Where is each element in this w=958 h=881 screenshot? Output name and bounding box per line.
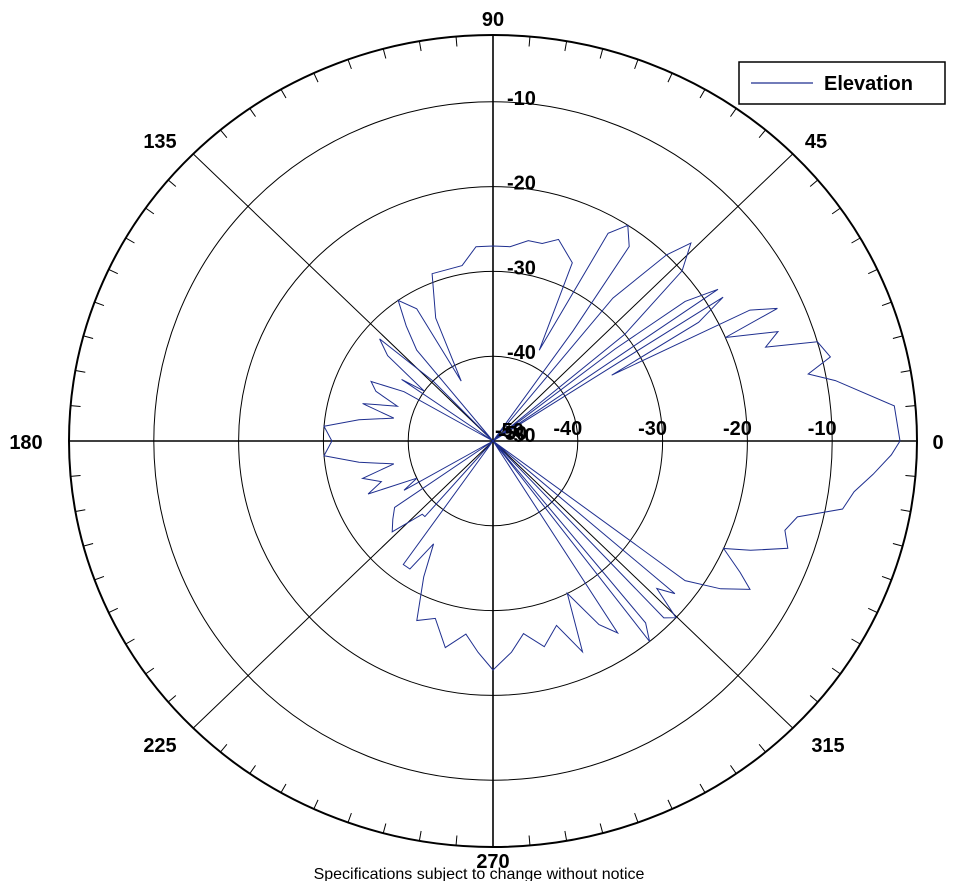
edge-tick bbox=[280, 89, 287, 99]
angle-label: 180 bbox=[9, 432, 42, 454]
edge-tick bbox=[382, 823, 387, 834]
edge-tick bbox=[599, 48, 604, 59]
edge-tick bbox=[851, 237, 861, 244]
edge-tick bbox=[70, 475, 81, 477]
edge-tick bbox=[347, 59, 352, 70]
angle-label: 135 bbox=[143, 131, 176, 153]
grid-spoke bbox=[192, 440, 494, 729]
edge-tick bbox=[905, 475, 916, 477]
edge-tick bbox=[599, 823, 604, 834]
edge-tick bbox=[758, 129, 766, 138]
grid-spoke bbox=[192, 153, 494, 442]
edge-tick bbox=[900, 370, 911, 373]
caption: Specifications subject to change without… bbox=[313, 866, 645, 881]
edge-tick bbox=[699, 89, 706, 99]
edge-tick bbox=[831, 667, 841, 675]
series-line-elevation bbox=[323, 224, 901, 671]
edge-tick bbox=[83, 335, 94, 339]
radial-label-vertical: -20 bbox=[507, 173, 536, 195]
radial-label-horizontal: -10 bbox=[808, 418, 837, 440]
edge-tick bbox=[892, 335, 903, 339]
edge-tick bbox=[892, 543, 903, 547]
legend: Elevation bbox=[738, 61, 946, 105]
radial-label-vertical: -40 bbox=[507, 342, 536, 364]
edge-tick bbox=[125, 638, 135, 645]
radial-label-center: -50 bbox=[507, 425, 536, 447]
grid-spoke bbox=[492, 153, 794, 442]
edge-tick bbox=[313, 799, 319, 810]
angle-label: 0 bbox=[932, 432, 943, 454]
series-layer bbox=[323, 224, 901, 671]
radial-label-vertical: -50 bbox=[495, 420, 524, 442]
polar-grid bbox=[68, 34, 918, 848]
edge-tick bbox=[108, 268, 118, 275]
edge-tick bbox=[634, 812, 639, 823]
radial-label-horizontal: -20 bbox=[723, 418, 752, 440]
radial-label-horizontal: -40 bbox=[553, 418, 582, 440]
angle-label: 270 bbox=[476, 851, 509, 873]
edge-tick bbox=[94, 301, 105, 307]
edge-tick bbox=[634, 59, 639, 70]
edge-tick bbox=[730, 765, 737, 774]
edge-tick bbox=[167, 695, 177, 703]
edge-tick bbox=[667, 799, 673, 810]
edge-tick bbox=[280, 783, 287, 793]
edge-tick bbox=[881, 301, 892, 307]
edge-tick bbox=[167, 179, 177, 187]
edge-tick bbox=[809, 695, 819, 703]
edge-tick bbox=[868, 607, 878, 614]
edge-tick bbox=[220, 744, 228, 753]
edge-tick bbox=[900, 509, 911, 512]
edge-tick bbox=[347, 812, 352, 823]
tick-labels: 0 45 90 135 180 225 270 315 -10 -20 -30 -40 -50 -10 -2… bbox=[9, 9, 943, 873]
edge-tick bbox=[249, 765, 256, 774]
edge-tick bbox=[313, 72, 319, 83]
edge-tick bbox=[905, 405, 916, 407]
edge-tick bbox=[528, 835, 531, 846]
edge-tick bbox=[564, 830, 568, 841]
edge-tick bbox=[831, 207, 841, 215]
edge-tick bbox=[418, 830, 422, 841]
angle-label: 90 bbox=[482, 9, 504, 31]
edge-tick bbox=[75, 509, 86, 512]
edge-tick bbox=[564, 41, 568, 52]
edge-tick bbox=[418, 41, 422, 52]
edge-tick bbox=[220, 129, 228, 138]
edge-tick bbox=[94, 575, 105, 581]
radial-label-vertical: -30 bbox=[507, 257, 536, 279]
angle-label: 45 bbox=[805, 131, 827, 153]
edge-tick bbox=[125, 237, 135, 244]
edge-tick bbox=[868, 268, 878, 275]
angle-label: 225 bbox=[143, 735, 176, 757]
edge-tick bbox=[455, 835, 458, 846]
edge-tick bbox=[851, 638, 861, 645]
radial-label-horizontal: -30 bbox=[638, 418, 667, 440]
edge-tick bbox=[108, 607, 118, 614]
edge-tick bbox=[70, 405, 81, 407]
angle-label: 315 bbox=[811, 735, 844, 757]
edge-tick bbox=[809, 179, 819, 187]
edge-tick bbox=[528, 36, 531, 47]
edge-tick bbox=[382, 48, 387, 59]
edge-tick bbox=[83, 543, 94, 547]
grid-spoke bbox=[492, 440, 794, 729]
edge-tick bbox=[145, 667, 155, 675]
legend-label: Elevation bbox=[824, 73, 913, 95]
edge-tick bbox=[667, 72, 673, 83]
radial-label-horizontal: -50 bbox=[498, 423, 527, 445]
edge-tick bbox=[881, 575, 892, 581]
edge-tick bbox=[758, 744, 766, 753]
edge-tick bbox=[699, 783, 706, 793]
edge-tick bbox=[75, 370, 86, 373]
edge-tick bbox=[145, 207, 155, 215]
radial-label-vertical: -10 bbox=[507, 88, 536, 110]
edge-tick bbox=[249, 108, 256, 117]
edge-tick bbox=[455, 36, 458, 47]
edge-tick bbox=[730, 108, 737, 117]
